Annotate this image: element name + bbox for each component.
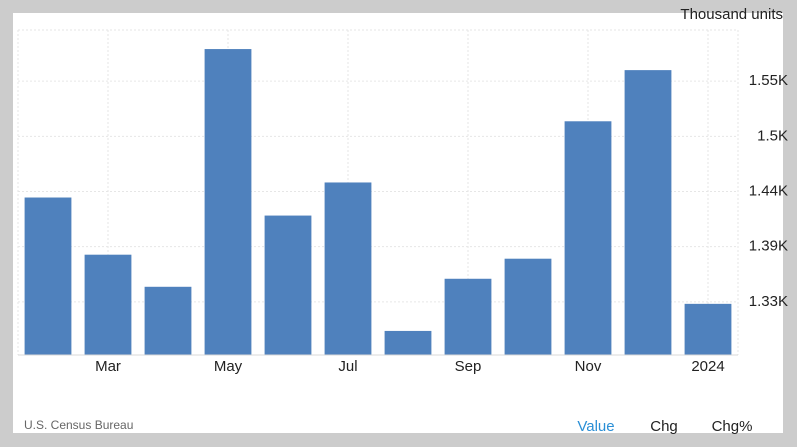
y-tick-label: 1.44K	[749, 182, 788, 199]
bar	[144, 286, 192, 355]
bar	[324, 182, 372, 355]
y-tick-label: 1.55K	[749, 72, 788, 89]
bar	[204, 49, 252, 355]
bar	[504, 258, 552, 355]
y-tick-label: 1.33K	[749, 293, 788, 310]
x-tick-label: May	[214, 358, 243, 375]
y-axis-title: Thousand units	[680, 6, 783, 23]
bar	[684, 303, 732, 355]
bar	[264, 215, 312, 355]
x-tick-label: 2024	[691, 358, 724, 375]
bar	[564, 121, 612, 356]
bar	[384, 330, 432, 355]
tab-chg-pct[interactable]: Chg%	[712, 418, 753, 435]
x-tick-label: Mar	[95, 358, 121, 375]
tab-value[interactable]: Value	[577, 418, 614, 435]
bar	[84, 254, 132, 355]
bar	[624, 70, 672, 355]
x-tick-label: Sep	[455, 358, 482, 375]
y-tick-label: 1.5K	[757, 127, 788, 144]
tab-chg[interactable]: Chg	[650, 418, 678, 435]
x-tick-label: Jul	[338, 358, 357, 375]
x-tick-label: Nov	[575, 358, 602, 375]
bar	[444, 278, 492, 355]
y-tick-label: 1.39K	[749, 238, 788, 255]
source: U.S. Census Bureau	[24, 418, 133, 432]
bar	[24, 197, 72, 355]
